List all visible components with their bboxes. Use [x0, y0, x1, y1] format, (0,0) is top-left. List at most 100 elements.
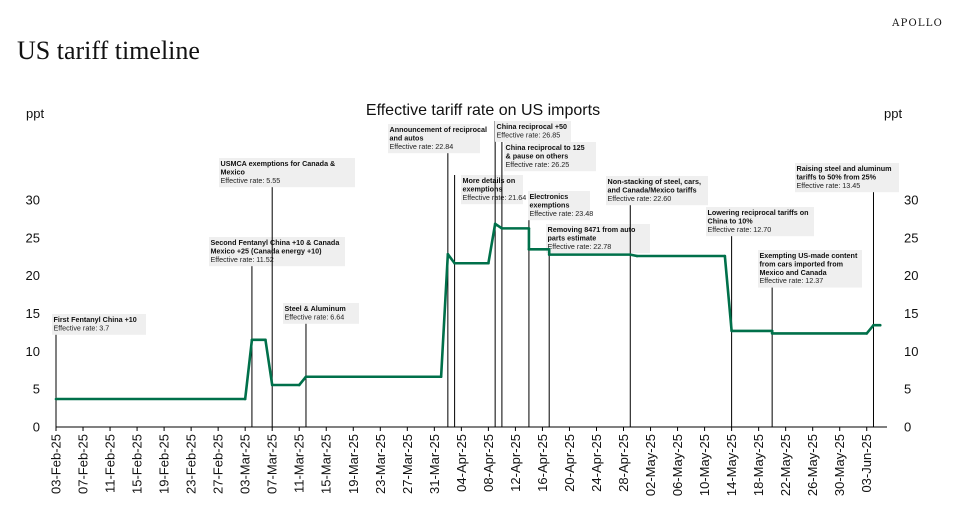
data-point — [730, 329, 733, 333]
annotation-title: and Canada/Mexico tariffs — [608, 185, 697, 194]
data-point — [487, 261, 490, 265]
annotation-box — [795, 163, 899, 193]
annotation-title: Mexico and Canada — [760, 268, 828, 277]
y-tick-label-left: 15 — [26, 306, 40, 321]
series-line-effective-rate — [56, 222, 881, 401]
annotation-rate: Effective rate: 12.37 — [760, 276, 824, 285]
data-point — [547, 248, 551, 251]
y-tick-label-left: 30 — [26, 193, 40, 208]
annotation-title: First Fentanyl China +10 — [54, 315, 137, 324]
y-tick-label-right: 30 — [904, 193, 918, 208]
data-point — [527, 227, 531, 230]
series — [54, 222, 882, 401]
annotation-title: & pause on others — [506, 151, 569, 160]
annotation-second-fentanyl: Second Fentanyl China +10 & CanadaMexico… — [209, 237, 345, 427]
x-tick-label: 31-Mar-25 — [427, 434, 442, 494]
annotation-title: Lowering reciprocal tariffs on — [708, 208, 809, 217]
annotation-title: Steel & Aluminum — [285, 304, 346, 313]
x-tick-label: 27-Mar-25 — [400, 434, 415, 494]
data-point — [527, 248, 531, 251]
x-tick-label: 18-May-25 — [751, 434, 766, 496]
data-point — [865, 332, 869, 335]
data-point — [872, 323, 875, 327]
y-axis-label-left: ppt — [26, 106, 44, 121]
data-point — [770, 329, 774, 333]
y-tick-label-left: 25 — [26, 230, 40, 245]
x-tick-label: 22-May-25 — [778, 434, 793, 496]
x-tick-label: 27-Feb-25 — [211, 434, 226, 494]
annotation-title: USMCA exemptions for Canada & — [221, 159, 336, 168]
annotation-box — [606, 176, 708, 206]
data-point — [264, 338, 267, 342]
annotation-rate: Effective rate: 21.64 — [463, 193, 527, 202]
brand-logo: APOLLO — [892, 18, 943, 29]
annotation-title: Removing 8471 from auto — [548, 225, 636, 234]
annotation-title: parts estimate — [548, 233, 597, 242]
x-tick-label: 07-Mar-25 — [265, 434, 280, 494]
y-tick-label-left: 10 — [26, 344, 40, 359]
data-point — [770, 332, 774, 335]
chart-title: Effective tariff rate on US imports — [366, 102, 600, 119]
data-point — [250, 338, 254, 342]
annotation-title: China reciprocal to 125 — [506, 143, 585, 152]
annotation-title: More details on — [463, 176, 516, 185]
annotation-title: Exempting US-made content — [760, 251, 858, 260]
data-point — [304, 375, 308, 379]
annotation-rate: Effective rate: 13.45 — [797, 181, 861, 190]
y-tick-label-right: 25 — [904, 230, 918, 245]
y-tick-label-left: 20 — [26, 268, 40, 283]
data-point — [270, 383, 274, 387]
annotation-rate: Effective rate: 5.55 — [221, 176, 281, 185]
x-tick-label: 12-Apr-25 — [508, 434, 523, 492]
annotation-rate: Effective rate: 23.48 — [530, 209, 594, 218]
x-tick-label: 19-Mar-25 — [346, 434, 361, 494]
annotation-rate: Effective rate: 26.25 — [506, 160, 570, 169]
y-axis-label-right: ppt — [884, 106, 902, 121]
annotation-box — [546, 224, 650, 254]
data-point — [493, 222, 497, 226]
annotation-box — [388, 124, 480, 154]
annotation-box — [495, 121, 571, 142]
annotation-title: exemptions — [530, 200, 570, 209]
annotation-title: tariffs to 50% from 25% — [797, 172, 877, 181]
annotation-rate: Effective rate: 22.60 — [608, 194, 672, 203]
y-tick-label-left: 5 — [33, 382, 40, 397]
x-tick-label: 15-Feb-25 — [130, 434, 145, 494]
y-tick-label-right: 20 — [904, 268, 918, 283]
annotation-rate: Effective rate: 22.84 — [390, 142, 454, 151]
annotation-rate: Effective rate: 26.85 — [497, 130, 561, 139]
x-tick-label: 14-May-25 — [724, 434, 739, 496]
annotation-rate: Effective rate: 22.78 — [548, 242, 612, 251]
data-point — [628, 253, 632, 256]
x-tick-label: 06-May-25 — [670, 434, 685, 496]
x-tick-label: 07-Feb-25 — [76, 434, 91, 494]
annotation-box — [219, 158, 355, 188]
data-point — [243, 397, 247, 401]
x-tick-label: 15-Mar-25 — [319, 434, 334, 494]
data-point — [547, 253, 551, 256]
data-point — [54, 397, 58, 401]
annotation-rate: Effective rate: 3.7 — [54, 323, 110, 332]
annotation-title: Non-stacking of steel, cars, — [608, 177, 701, 186]
annotation-title: Second Fentanyl China +10 & Canada — [211, 238, 341, 247]
annotation-china-reciprocal-125: China reciprocal to 125& pause on others… — [501, 142, 596, 427]
x-tick-label: 03-Jun-25 — [859, 434, 874, 493]
x-tick-label: 26-May-25 — [805, 434, 820, 496]
annotation-box — [461, 175, 523, 205]
data-point — [446, 252, 450, 256]
x-tick-label: 08-Apr-25 — [481, 434, 496, 492]
y-tick-label-right: 0 — [904, 420, 911, 435]
annotation-rate: Effective rate: 11.52 — [211, 255, 274, 264]
annotation-title: from cars imported from — [760, 259, 843, 268]
x-tick-label: 23-Feb-25 — [184, 434, 199, 494]
annotation-rate: Effective rate: 12.70 — [708, 225, 772, 234]
